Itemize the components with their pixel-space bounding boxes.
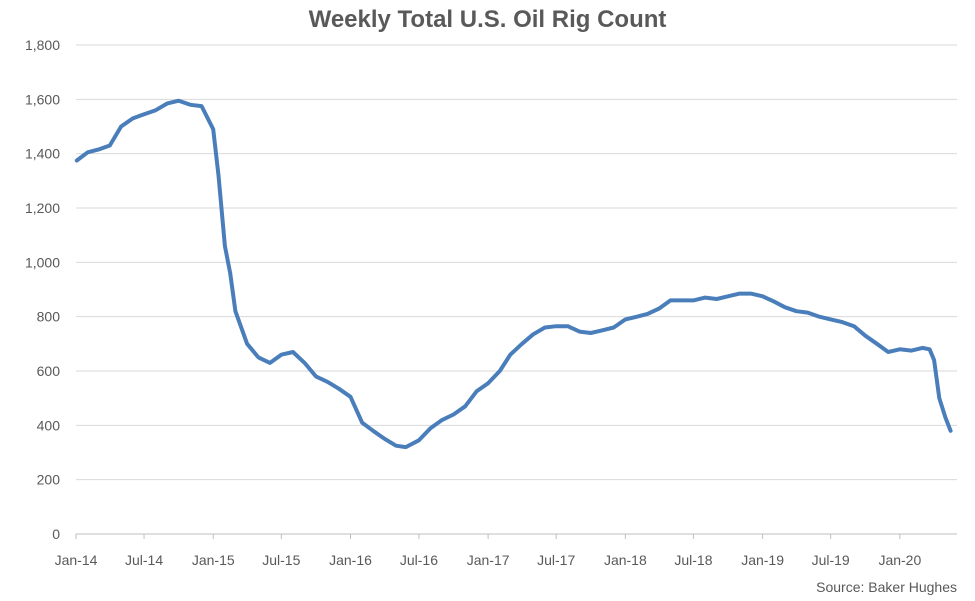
y-tick-label: 600: [37, 363, 61, 379]
x-tick-label: Jan-15: [192, 552, 235, 568]
y-tick-label: 1,800: [25, 37, 60, 53]
x-tick-label: Jul-14: [125, 552, 163, 568]
x-tick-label: Jan-17: [467, 552, 510, 568]
x-tick-label: Jan-18: [604, 552, 647, 568]
y-axis-tick-labels: 0 200 400 600 800 1,000 1,200 1,400 1,600 1,800: [25, 37, 60, 542]
series-line-oil-rig-count: [74, 98, 953, 450]
x-tick-label: Jan-20: [878, 552, 921, 568]
y-tick-label: 1,200: [25, 200, 60, 216]
y-tick-label: 400: [37, 417, 61, 433]
x-tick-label: Jul-17: [537, 552, 575, 568]
x-tick-label: Jul-18: [674, 552, 712, 568]
chart-title: Weekly Total U.S. Oil Rig Count: [308, 6, 667, 33]
y-tick-label: 200: [37, 472, 61, 488]
x-axis-tick-labels: Jan-14 Jul-14 Jan-15 Jul-15 Jan-16 Jul-16 Jan-…: [55, 552, 922, 568]
gridlines: [76, 44, 957, 481]
x-tick-label: Jul-19: [812, 552, 850, 568]
axes: [75, 533, 957, 539]
x-tick-label: Jan-19: [741, 552, 784, 568]
x-tick-label: Jul-16: [400, 552, 438, 568]
series-layer: [74, 98, 953, 450]
y-tick-label: 1,000: [25, 254, 60, 270]
y-tick-label: 1,600: [25, 91, 60, 107]
x-tick-label: Jul-15: [262, 552, 300, 568]
source-note: Source: Baker Hughes: [816, 579, 957, 595]
y-tick-label: 1,400: [25, 146, 60, 162]
y-tick-label: 800: [37, 309, 61, 325]
x-tick-label: Jan-16: [329, 552, 372, 568]
x-tick-label: Jan-14: [55, 552, 98, 568]
y-tick-label: 0: [52, 526, 60, 542]
